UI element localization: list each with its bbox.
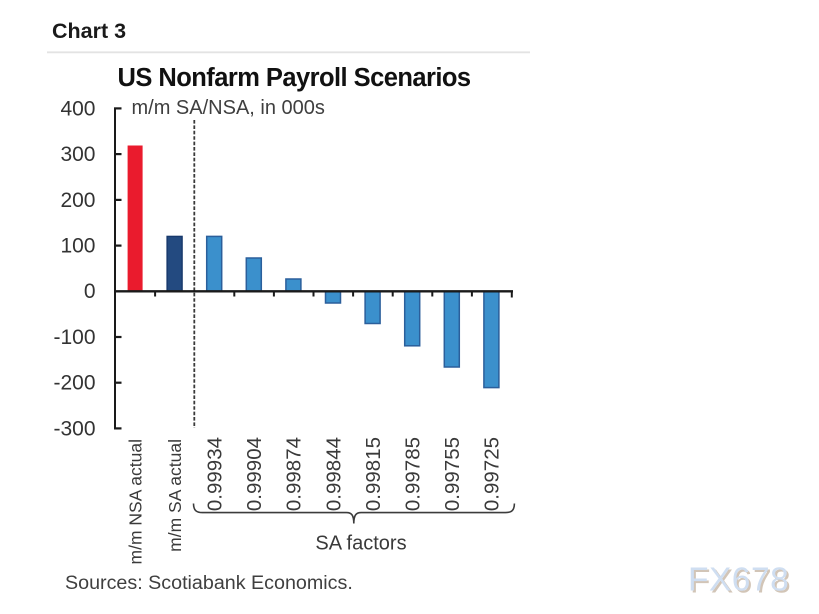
svg-text:m/m NSA actual: m/m NSA actual: [125, 439, 145, 564]
svg-text:-100: -100: [53, 326, 95, 349]
svg-text:100: 100: [60, 235, 95, 258]
svg-text:FX678: FX678: [688, 562, 789, 599]
svg-text:400: 400: [60, 97, 95, 120]
svg-text:200: 200: [60, 189, 95, 212]
svg-text:0.99725: 0.99725: [481, 437, 504, 511]
svg-text:0.99755: 0.99755: [441, 437, 464, 511]
svg-text:0: 0: [84, 280, 96, 303]
svg-text:Sources: Scotiabank Economics.: Sources: Scotiabank Economics.: [65, 572, 353, 594]
svg-text:300: 300: [60, 143, 95, 166]
svg-text:0.99904: 0.99904: [243, 437, 266, 511]
svg-text:0.99785: 0.99785: [402, 437, 425, 511]
svg-text:SA factors: SA factors: [315, 533, 406, 555]
svg-text:Chart 3: Chart 3: [52, 19, 126, 43]
svg-text:m/m SA actual: m/m SA actual: [165, 439, 185, 552]
svg-text:-200: -200: [53, 372, 95, 395]
svg-text:0.99874: 0.99874: [283, 437, 306, 511]
svg-text:-300: -300: [53, 417, 95, 440]
svg-text:m/m SA/NSA, in 000s: m/m SA/NSA, in 000s: [132, 97, 325, 119]
svg-text:0.99934: 0.99934: [204, 437, 227, 511]
svg-text:0.99815: 0.99815: [362, 437, 385, 511]
svg-text:FX678: FX678: [690, 563, 791, 600]
svg-text:US Nonfarm Payroll Scenarios: US Nonfarm Payroll Scenarios: [118, 64, 471, 92]
svg-text:0.99844: 0.99844: [322, 437, 345, 511]
